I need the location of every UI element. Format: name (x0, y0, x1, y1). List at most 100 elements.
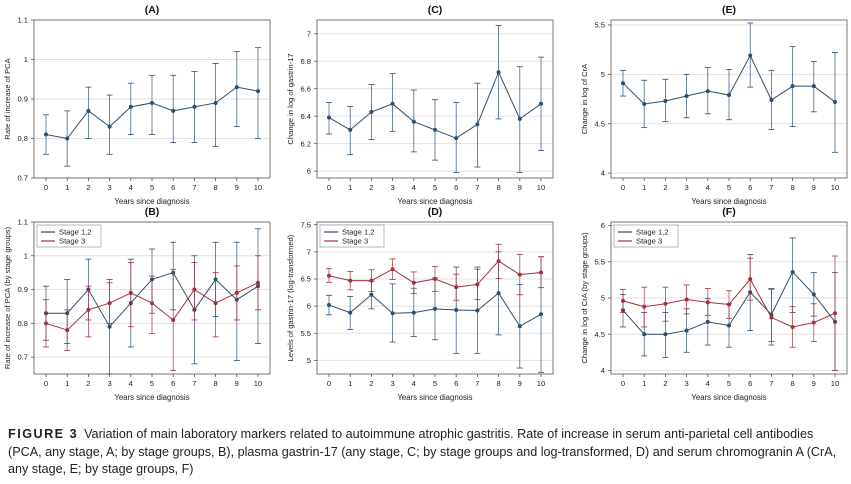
legend-label: Stage 1,2 (342, 228, 375, 237)
x-tick-label: 3 (107, 379, 111, 388)
data-point (748, 277, 753, 282)
x-tick-label: 3 (390, 183, 394, 192)
data-point (171, 108, 176, 113)
data-point (433, 127, 437, 132)
x-tick-label: 4 (412, 183, 416, 192)
y-axis-label: Levels of gastrin-17 (log-transformed) (286, 234, 295, 361)
data-point (256, 89, 260, 94)
x-tick-label: 7 (192, 379, 196, 388)
x-tick-label: 2 (86, 183, 90, 192)
x-tick-label: 6 (454, 379, 458, 388)
data-point (769, 315, 774, 320)
data-point (684, 328, 689, 333)
data-point (369, 292, 374, 297)
x-tick-label: 0 (621, 183, 625, 192)
x-tick-label: 5 (433, 379, 437, 388)
data-point (234, 290, 239, 295)
y-tick-label: 1.1 (17, 16, 28, 25)
legend-label: Stage 3 (342, 237, 368, 246)
data-point (107, 124, 112, 129)
x-tick-label: 10 (254, 183, 262, 192)
data-point (833, 99, 837, 104)
data-point (496, 291, 501, 296)
x-tick-label: 7 (769, 183, 773, 192)
data-point (517, 116, 522, 121)
x-tick-label: 8 (213, 379, 217, 388)
chart-panel: 4 4.5 5 5.5 6 0 1 2 3 4 5 6 7 8 9 10 Years since diagnos… (580, 206, 848, 402)
x-tick-label: 8 (496, 183, 500, 192)
data-point (769, 97, 774, 102)
data-point (327, 303, 331, 308)
series-1 (43, 47, 261, 167)
series-1 (620, 22, 838, 153)
data-point (44, 132, 48, 137)
x-tick-label: 9 (235, 379, 239, 388)
data-point (684, 94, 689, 99)
panel-label: (A) (145, 4, 160, 16)
x-tick-label: 1 (348, 379, 352, 388)
data-point (790, 324, 795, 329)
legend-label: Stage 1,2 (59, 228, 92, 237)
x-tick-label: 10 (831, 183, 839, 192)
x-tick-label: 5 (727, 379, 731, 388)
data-point (727, 93, 731, 98)
x-tick-label: 2 (663, 379, 667, 388)
data-point (348, 127, 353, 132)
data-point (496, 259, 501, 264)
x-tick-label: 1 (348, 183, 352, 192)
x-tick-label: 7 (475, 379, 479, 388)
x-tick-label: 6 (454, 183, 458, 192)
y-axis-label: Rate of increase of PCA (by stage groups… (3, 226, 12, 369)
y-tick-label: 1 (24, 55, 28, 64)
data-point (727, 323, 731, 328)
data-point (107, 301, 112, 306)
y-tick-label: 0.9 (17, 95, 28, 104)
y-tick-label: 6.5 (300, 275, 311, 284)
data-point (684, 297, 689, 302)
data-point (496, 70, 501, 75)
data-point (811, 292, 816, 297)
x-tick-label: 4 (706, 183, 710, 192)
y-tick-label: 0.8 (17, 319, 28, 328)
x-tick-label: 8 (496, 379, 500, 388)
data-point (475, 122, 480, 127)
y-tick-label: 1 (24, 251, 28, 260)
x-tick-label: 0 (327, 183, 331, 192)
panel-label: (C) (428, 4, 443, 16)
data-point (86, 307, 91, 312)
legend-label: Stage 3 (636, 237, 662, 246)
data-point (454, 136, 459, 141)
data-point (811, 320, 816, 325)
y-tick-label: 0.9 (17, 285, 28, 294)
data-point (790, 84, 795, 89)
y-tick-label: 6 (307, 167, 311, 176)
x-tick-label: 10 (537, 183, 545, 192)
data-point (327, 273, 331, 278)
data-point (475, 282, 480, 287)
data-point (128, 290, 133, 295)
data-point (517, 272, 522, 277)
x-tick-label: 7 (475, 183, 479, 192)
data-point (65, 136, 70, 141)
data-point (833, 311, 837, 316)
data-point (539, 312, 543, 317)
y-tick-label: 5.5 (594, 21, 605, 30)
data-point (454, 307, 459, 312)
caption-label: FIGURE 3 (8, 427, 79, 441)
x-tick-label: 8 (213, 183, 217, 192)
data-point (369, 110, 374, 115)
data-point (642, 101, 647, 106)
data-point (107, 324, 112, 329)
x-tick-label: 9 (518, 379, 522, 388)
series-2 (326, 243, 544, 301)
x-tick-label: 1 (642, 183, 646, 192)
data-point (642, 304, 647, 309)
y-axis-label: Change in log of gastrin-17 (286, 53, 295, 144)
x-axis-label: Years since diagnosis (691, 393, 766, 402)
x-tick-label: 2 (369, 183, 373, 192)
x-tick-label: 2 (663, 183, 667, 192)
chart-panel: 5 5.5 6 6.5 7 7.5 0 1 2 3 4 5 6 7 8 9 10 Years since diag… (286, 206, 554, 402)
legend-label: Stage 1,2 (636, 228, 669, 237)
